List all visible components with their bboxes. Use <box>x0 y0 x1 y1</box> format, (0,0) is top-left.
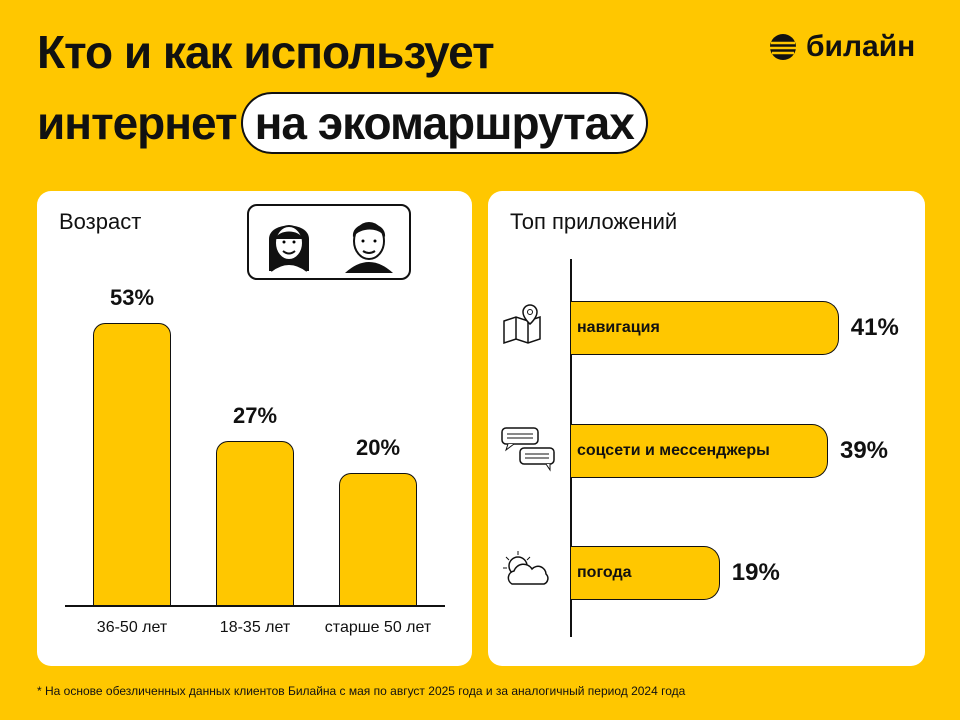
apps-card: Топ приложений навигация 41% соцсети и мес… <box>488 191 925 666</box>
app-category-label: соцсети и мессенджеры <box>577 442 770 459</box>
app-value-label: 41% <box>850 314 899 341</box>
title-line-1: Кто и как использует <box>37 26 495 78</box>
title-line-2: интернет на экомаршрутах <box>37 92 648 154</box>
map-pin-icon <box>503 304 541 345</box>
chat-bubbles-icon <box>501 427 555 472</box>
age-bar <box>93 323 171 605</box>
age-bar <box>216 440 294 605</box>
brand-logo: билайн <box>768 30 915 64</box>
footnote: * На основе обезличенных данных клиентов… <box>37 684 686 698</box>
age-value-label: 27% <box>232 402 278 428</box>
title-word: интернет <box>37 97 238 149</box>
app-bar: погода <box>571 546 720 600</box>
faces-box <box>247 204 411 280</box>
woman-face-icon <box>269 225 309 272</box>
app-category-label: погода <box>577 564 632 581</box>
man-face-icon <box>345 222 393 273</box>
age-category-label: 36-50 лет <box>96 619 168 636</box>
app-value-label: 39% <box>839 437 889 464</box>
app-value-label: 19% <box>731 559 780 586</box>
brand-name: билайн <box>806 30 916 63</box>
apps-axis <box>570 259 572 637</box>
app-bar: соцсети и мессенджеры <box>571 424 828 478</box>
age-category-label: старше 50 лет <box>324 619 432 636</box>
age-title: Возраст <box>59 209 142 234</box>
apps-title: Топ приложений <box>510 209 678 234</box>
sun-cloud-icon <box>503 551 549 585</box>
age-value-label: 53% <box>109 285 155 311</box>
age-category-label: 18-35 лет <box>219 619 291 636</box>
app-category-label: навигация <box>577 319 660 336</box>
age-value-label: 20% <box>355 434 401 460</box>
beeline-logo-icon <box>770 34 796 60</box>
title-highlight: на экомаршрутах <box>240 92 648 154</box>
app-bar: навигация <box>571 301 839 355</box>
age-card: Возраст 53% 36-50 лет 27% 18-35 лет 20% старш… <box>37 191 472 666</box>
age-baseline <box>65 605 445 607</box>
age-bar <box>339 472 417 605</box>
